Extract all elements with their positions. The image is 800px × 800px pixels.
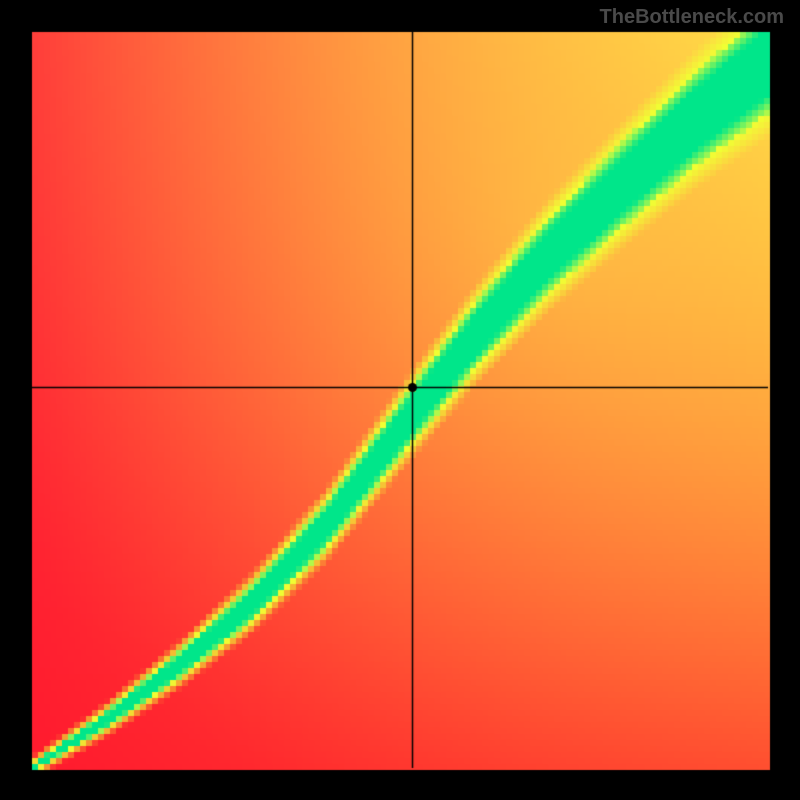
watermark-text: TheBottleneck.com: [600, 6, 784, 29]
heatmap-canvas: [0, 0, 800, 800]
chart-container: TheBottleneck.com: [0, 0, 800, 800]
